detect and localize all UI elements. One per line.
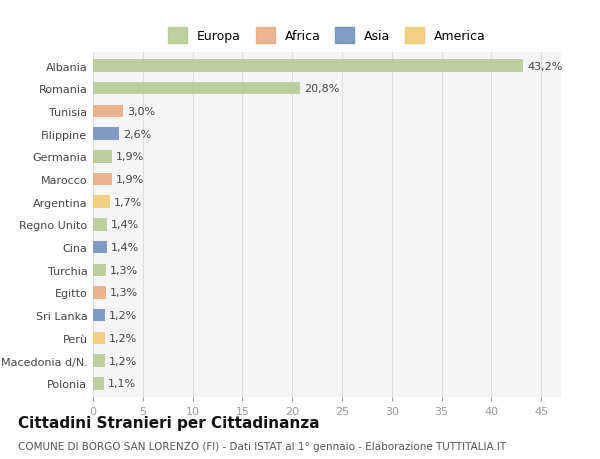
Legend: Europa, Africa, Asia, America: Europa, Africa, Asia, America [164,25,490,47]
Text: 1,7%: 1,7% [114,197,142,207]
Text: 1,2%: 1,2% [109,333,137,343]
Text: 20,8%: 20,8% [304,84,340,94]
Bar [93,286,106,299]
Text: 3,0%: 3,0% [127,106,155,117]
Text: Cittadini Stranieri per Cittadinanza: Cittadini Stranieri per Cittadinanza [18,415,320,431]
Text: 1,2%: 1,2% [109,310,137,320]
Bar [93,106,123,118]
Text: 1,9%: 1,9% [116,174,144,185]
Bar [93,377,104,390]
Text: 1,3%: 1,3% [110,288,138,298]
Bar [93,60,523,73]
Text: 2,6%: 2,6% [123,129,151,140]
Bar [93,241,107,254]
Bar [93,309,105,322]
Text: 1,4%: 1,4% [111,242,139,252]
Bar [93,264,106,276]
Bar [93,218,107,231]
Bar [93,196,110,208]
Text: 1,2%: 1,2% [109,356,137,366]
Text: COMUNE DI BORGO SAN LORENZO (FI) - Dati ISTAT al 1° gennaio - Elaborazione TUTTI: COMUNE DI BORGO SAN LORENZO (FI) - Dati … [18,441,506,451]
Bar [93,332,105,344]
Bar [93,354,105,367]
Text: 1,1%: 1,1% [108,379,136,388]
Text: 1,3%: 1,3% [110,265,138,275]
Bar [93,174,112,186]
Text: 1,4%: 1,4% [111,220,139,230]
Bar [93,83,300,95]
Bar [93,151,112,163]
Text: 1,9%: 1,9% [116,152,144,162]
Bar [93,128,119,140]
Text: 43,2%: 43,2% [527,62,563,71]
